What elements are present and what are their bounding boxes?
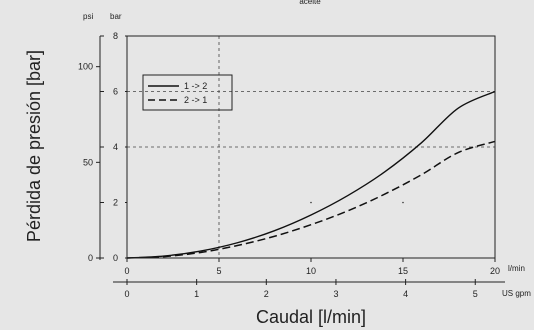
x2-tick-label-5: 5 xyxy=(473,289,478,299)
x2-tick-label-4: 4 xyxy=(403,289,408,299)
y-unit-label: bar xyxy=(110,12,122,21)
y-axis-title: Pérdida de presión [bar] xyxy=(24,50,44,242)
x2-tick-label-1: 1 xyxy=(194,289,199,299)
x-tick-label-3: 15 xyxy=(398,266,408,276)
marker-dot-1 xyxy=(310,201,312,204)
y-tick-label-2: 4 xyxy=(113,142,118,152)
legend-label-2: 2 -> 1 xyxy=(184,95,207,105)
y-tick-label-0: 0 xyxy=(113,253,118,263)
x2-tick-label-2: 2 xyxy=(264,289,269,299)
series-line-2 xyxy=(126,140,496,259)
x-tick-label-1: 5 xyxy=(216,266,221,276)
y-tick-label-1: 2 xyxy=(113,198,118,208)
x-axis-title: Caudal [l/min] xyxy=(256,307,366,327)
x-unit-label: l/min xyxy=(508,264,525,273)
y2-unit-label: psi xyxy=(83,12,93,21)
x-tick-label-2: 10 xyxy=(306,266,316,276)
legend-label-1: 1 -> 2 xyxy=(184,81,207,91)
y2-tick-label-2: 100 xyxy=(78,62,93,72)
x-tick-label-0: 0 xyxy=(124,266,129,276)
series-line-1 xyxy=(126,90,496,259)
x2-tick-label-3: 3 xyxy=(333,289,338,299)
y2-tick-label-1: 50 xyxy=(83,157,93,167)
marker-dot-2 xyxy=(402,201,404,204)
x-tick-label-4: 20 xyxy=(490,266,500,276)
x2-tick-label-0: 0 xyxy=(124,289,129,299)
legend-box xyxy=(142,74,233,111)
y-tick-label-4: 8 xyxy=(113,31,118,41)
x2-unit-label: US gpm xyxy=(502,289,531,298)
y-tick-label-3: 6 xyxy=(113,87,118,97)
chart-title: aceite xyxy=(299,0,321,6)
y2-tick-label-0: 0 xyxy=(88,253,93,263)
